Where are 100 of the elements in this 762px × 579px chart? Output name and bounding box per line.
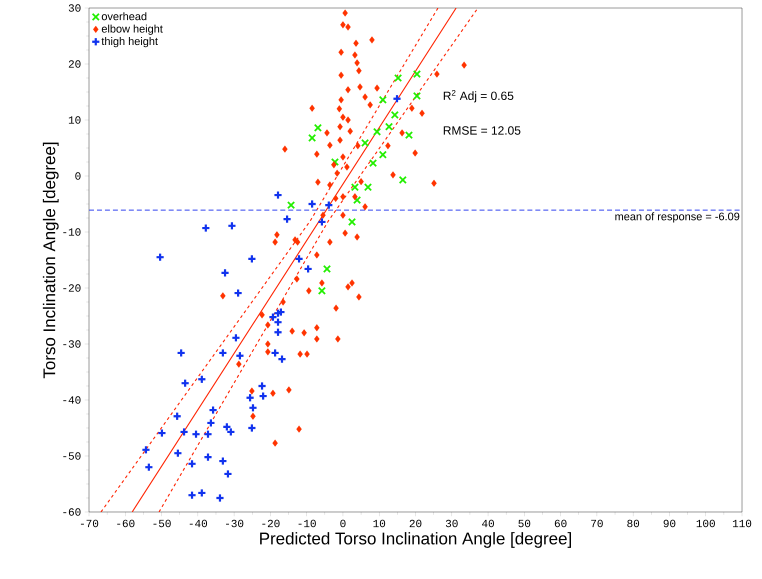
- x-tick-label: -30: [226, 520, 244, 528]
- x-tick-label: -60: [117, 520, 134, 528]
- point: [404, 131, 414, 140]
- point: [322, 264, 332, 274]
- x-tick-label: 70: [591, 520, 603, 528]
- point: [245, 393, 255, 402]
- point: [282, 214, 292, 224]
- point: [314, 124, 322, 132]
- point: [392, 94, 402, 104]
- point: [218, 456, 228, 466]
- point: [384, 122, 394, 131]
- point: [398, 176, 407, 184]
- y-tick-label: -50: [63, 452, 81, 460]
- point: [412, 70, 422, 78]
- point: [208, 405, 218, 415]
- point: [353, 196, 362, 204]
- point: [233, 288, 243, 298]
- point: [348, 218, 356, 226]
- point: [378, 150, 387, 159]
- legend-label: thigh height: [102, 37, 158, 48]
- point: [257, 381, 267, 391]
- point: [173, 448, 183, 458]
- x-tick-label: 10: [373, 520, 386, 528]
- x-tick-label: -40: [190, 520, 208, 528]
- x-tick-label: 90: [664, 520, 676, 528]
- y-tick-label: -60: [63, 508, 81, 516]
- x-tick-label: -70: [80, 520, 98, 528]
- point: [303, 264, 313, 274]
- x-axis-title: Predicted Torso Inclination Angle [degree]: [260, 532, 571, 548]
- x-tick-label: 100: [696, 520, 715, 528]
- point: [197, 374, 207, 384]
- point: [394, 74, 402, 82]
- point: [368, 159, 378, 168]
- point: [324, 200, 334, 210]
- point: [157, 428, 167, 438]
- x-tick-label: -50: [153, 520, 171, 528]
- annotation: RMSE = 12.05: [444, 126, 520, 135]
- x-tick-label: 110: [732, 520, 752, 528]
- y-tick-label: 30: [68, 4, 81, 12]
- point: [235, 351, 245, 360]
- point: [308, 134, 316, 142]
- point: [227, 221, 237, 231]
- point: [390, 110, 399, 120]
- point: [215, 493, 225, 503]
- point: [206, 418, 216, 428]
- point: [180, 378, 190, 388]
- legend-label: overhead: [102, 12, 146, 20]
- point: [197, 488, 207, 498]
- x-tick-label: 0: [340, 520, 346, 528]
- legend-label: elbow height: [102, 24, 163, 35]
- point: [176, 348, 186, 358]
- point: [258, 391, 268, 401]
- point: [361, 138, 370, 148]
- point: [187, 459, 197, 469]
- point: [179, 427, 189, 437]
- x-tick-label: 20: [410, 520, 422, 528]
- point: [330, 158, 340, 166]
- point: [350, 183, 359, 192]
- point: [220, 268, 230, 278]
- point: [187, 490, 197, 500]
- y-tick-label: -30: [63, 340, 81, 348]
- point: [223, 469, 233, 479]
- x-tick-label: 80: [627, 520, 640, 528]
- x-tick-label: 50: [518, 520, 530, 528]
- y-tick-label: 10: [68, 116, 81, 124]
- point: [201, 223, 210, 233]
- point: [294, 254, 304, 264]
- point: [141, 445, 151, 455]
- point: [318, 286, 326, 295]
- annotation: R$^{2}$ Adj = 0.65: [444, 90, 514, 102]
- point: [144, 462, 154, 472]
- y-tick-label: -40: [63, 396, 81, 404]
- point: [287, 201, 296, 210]
- x-tick-label: 60: [554, 520, 567, 528]
- point: [247, 254, 257, 264]
- point: [203, 452, 213, 462]
- y-tick-label: -10: [63, 228, 81, 236]
- y-axis-title: Torso Inclination Angle [degree]: [42, 142, 59, 378]
- y-tick-label: -20: [63, 284, 81, 292]
- y-tick-label: 20: [68, 60, 81, 68]
- point: [378, 96, 387, 104]
- point: [191, 429, 201, 439]
- point: [273, 190, 283, 200]
- y-tick-label: 0: [75, 172, 81, 180]
- x-tick-label: -10: [298, 520, 316, 528]
- point: [172, 412, 182, 421]
- x-tick-label: 40: [482, 520, 494, 528]
- point: [247, 423, 257, 433]
- point: [218, 348, 228, 358]
- point: [317, 217, 327, 227]
- ref-line-label: mean of response = -6.09: [615, 212, 740, 222]
- point: [203, 429, 213, 439]
- point: [273, 328, 283, 337]
- point: [155, 252, 165, 262]
- point: [248, 403, 258, 413]
- point: [364, 183, 372, 192]
- x-tick-label: 30: [446, 520, 458, 528]
- point: [412, 92, 422, 100]
- point: [231, 333, 241, 343]
- point: [372, 128, 382, 136]
